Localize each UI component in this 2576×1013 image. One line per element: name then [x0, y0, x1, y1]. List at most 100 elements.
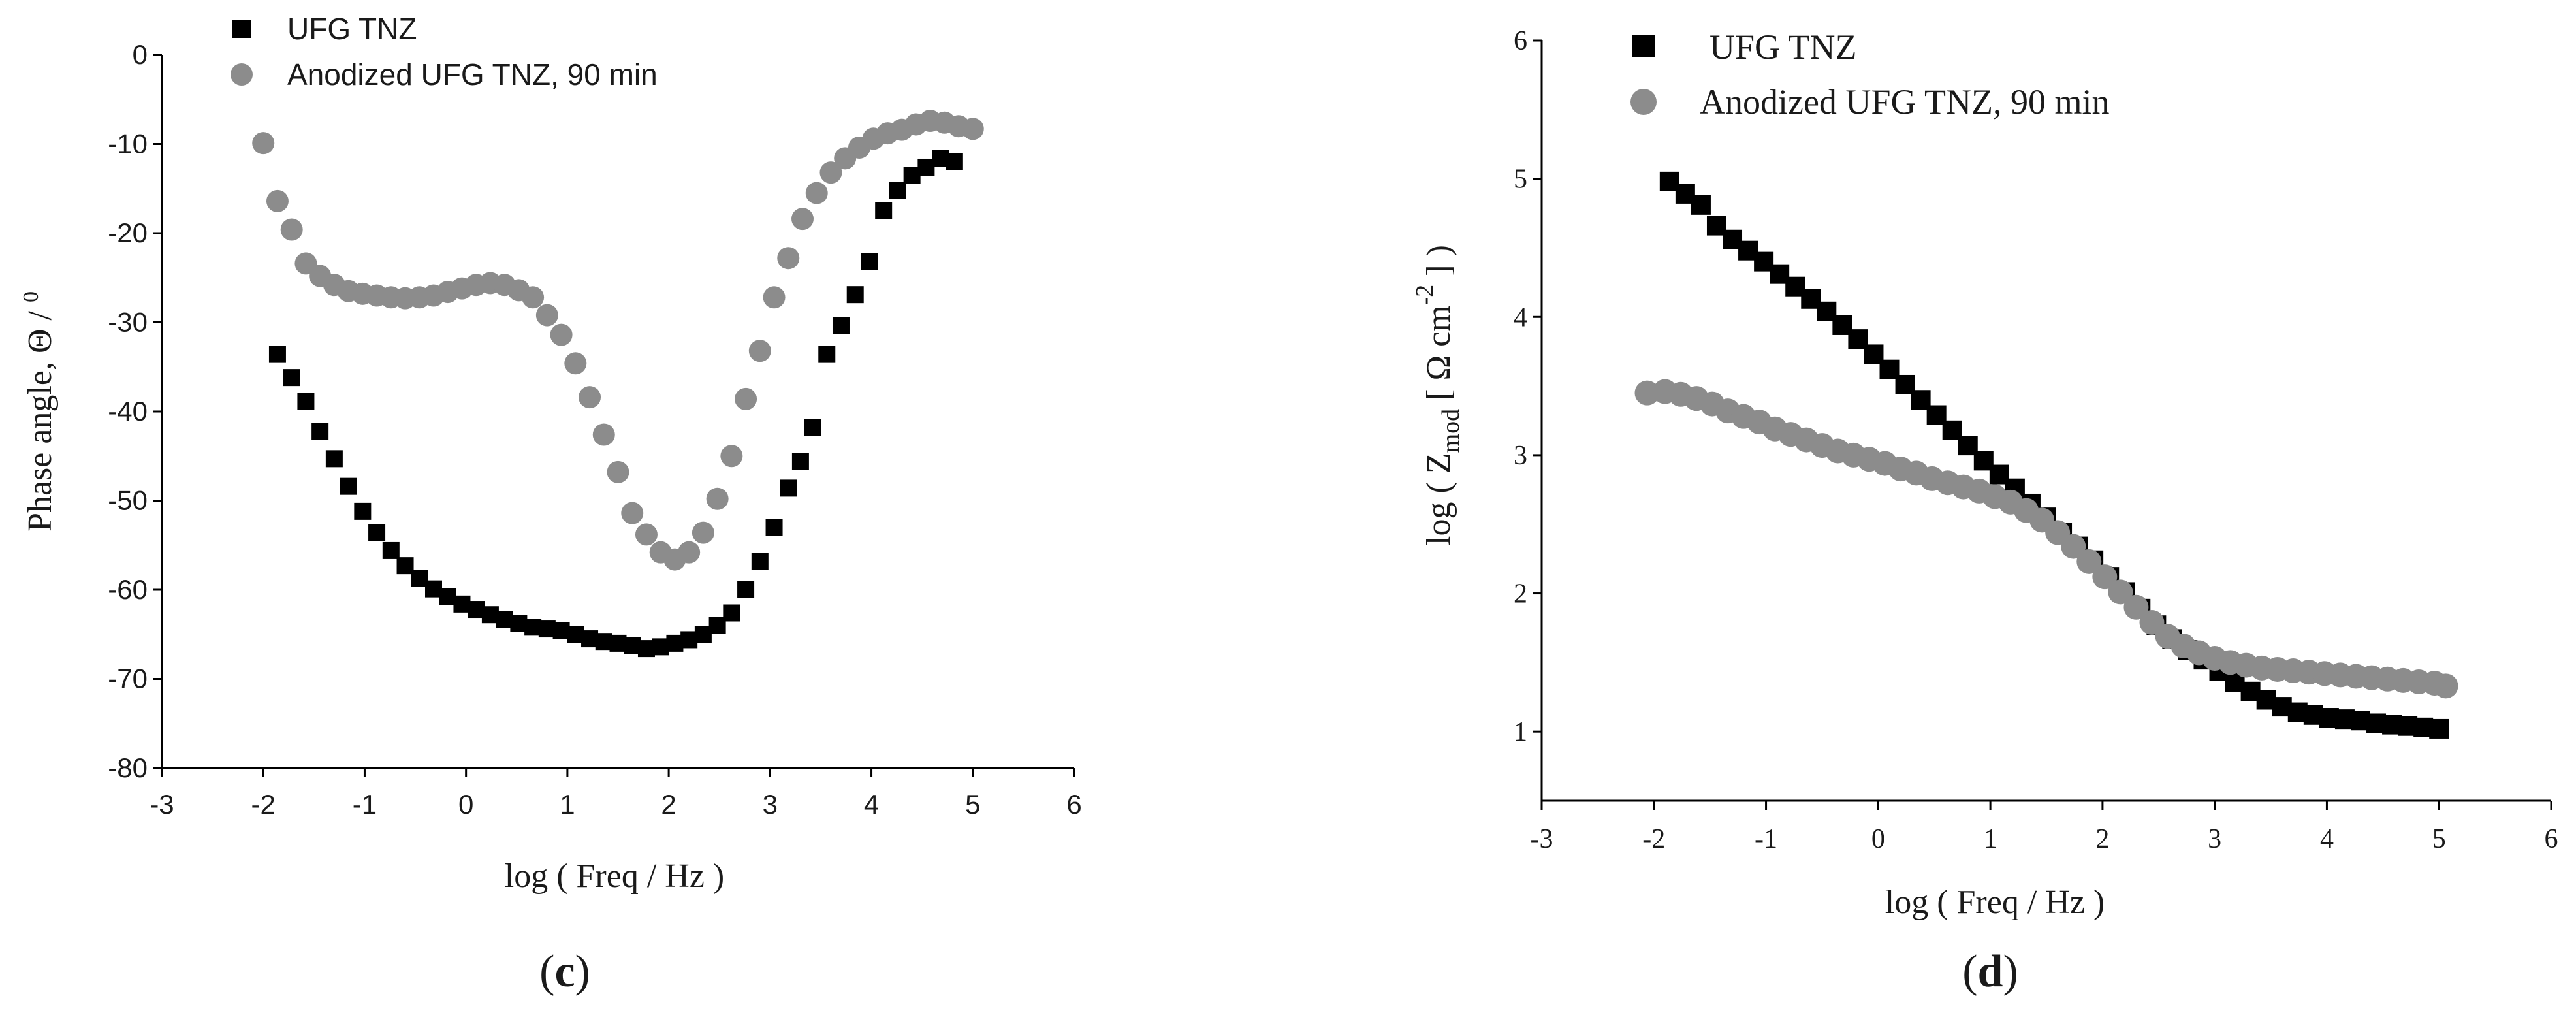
panel-c-point-anodized	[280, 218, 303, 241]
panel-c-point-ufg-tnz	[510, 615, 528, 632]
panel-d-x-tick-label: 0	[1871, 824, 1885, 854]
panel-d-y-axis-label-sup: -2	[1411, 285, 1439, 306]
panel-c-point-ufg-tnz	[624, 637, 641, 654]
panel-c-legend-square-marker	[232, 20, 251, 38]
panel-c-point-ufg-tnz	[889, 182, 906, 199]
panel-d-point-ufg-tnz	[2429, 718, 2449, 739]
panel-c-point-ufg-tnz	[832, 317, 850, 334]
panel-c-point-ufg-tnz	[411, 570, 428, 587]
panel-d-point-anodized	[2092, 564, 2118, 590]
panel-d-legend-label-anodized: Anodized UFG TNZ, 90 min	[1700, 82, 2109, 121]
panel-c-y-tick-label: -20	[108, 217, 148, 248]
panel-c-x-tick-label: 4	[864, 789, 879, 820]
panel-c-point-anodized	[678, 541, 701, 564]
panel-c-point-anodized	[706, 487, 729, 510]
panel-d-y-tick-label: 6	[1514, 26, 1527, 56]
panel-c-x-tick-label: 1	[560, 789, 575, 820]
panel-c-point-ufg-tnz	[325, 450, 343, 468]
panel-d-y-tick-label: 4	[1514, 302, 1527, 332]
panel-d-x-tick-label: 6	[2545, 824, 2558, 854]
panel-c-point-anodized	[550, 323, 573, 346]
panel-c-point-anodized	[748, 340, 771, 362]
panel-c-point-anodized	[692, 521, 714, 544]
panel-c-point-ufg-tnz	[917, 158, 935, 176]
panel-d-legend-label-ufg: UFG TNZ	[1709, 27, 1857, 67]
panel-d-point-anodized	[2076, 549, 2102, 574]
panel-d-y-axis-label-sub: mod	[1437, 409, 1465, 453]
panel-d-x-axis-label: log ( Freq / Hz )	[1885, 884, 2105, 921]
panel-d-axes	[1540, 40, 2551, 802]
panel-d-y-tick-label: 1	[1514, 717, 1527, 747]
panel-c-point-ufg-tnz	[524, 619, 542, 636]
panel-c-point-anodized	[252, 132, 275, 155]
panel-c-point-ufg-tnz	[496, 611, 513, 628]
panel-d-point-anodized	[2061, 534, 2086, 559]
panel-c-y-tick-label: 0	[133, 39, 148, 70]
panel-c-point-ufg-tnz	[538, 620, 556, 638]
panel-c-x-tick-label: 5	[965, 789, 980, 820]
panel-c-point-ufg-tnz	[723, 604, 740, 622]
panel-c-point-ufg-tnz	[439, 588, 456, 605]
panel-c-label: (c)	[539, 946, 590, 997]
panel-d-y-tick-label: 5	[1514, 165, 1527, 195]
panel-c-point-ufg-tnz	[932, 150, 949, 167]
panel-c-y-tick-label: -80	[108, 752, 148, 783]
panel-c-point-anodized	[522, 286, 545, 309]
panel-d-point-anodized	[2123, 594, 2149, 620]
panel-d-y-axis-label-pre: log ( Z	[1420, 453, 1457, 545]
panel-c-point-ufg-tnz	[453, 595, 471, 613]
panel-d-y-ticks: 1 2 3 4 5 6	[1514, 26, 1542, 747]
panel-c-x-tick-label: 6	[1066, 789, 1081, 820]
panel-c-y-axis-label-sup: 0	[19, 291, 43, 302]
panel-d-x-ticks: -3 -2 -1 0 1 2 3 4 5 6	[1531, 801, 2558, 854]
panel-c-x-tick-label: 2	[661, 789, 676, 820]
panel-d-label-letter: d	[1978, 946, 2003, 997]
panel-d-y-tick-label: 3	[1514, 441, 1527, 471]
panel-c-series-ufg-tnz	[268, 150, 963, 658]
panel-d-point-ufg-tnz	[1691, 195, 1711, 215]
panel-d-point-anodized	[2433, 673, 2458, 699]
panel-d-x-tick-label: -3	[1531, 824, 1553, 854]
panel-c-y-tick-label: -10	[108, 129, 148, 159]
panel-c-point-ufg-tnz	[268, 346, 286, 363]
panel-c-point-ufg-tnz	[481, 606, 499, 624]
panel-c-point-ufg-tnz	[780, 479, 797, 497]
panel-c-point-ufg-tnz	[680, 631, 698, 649]
panel-d-x-tick-label: -1	[1755, 824, 1777, 854]
panel-c-point-anodized	[961, 118, 984, 140]
panel-c-label-letter: c	[554, 946, 575, 997]
panel-d-y-axis-label: log ( Zmod [ Ω cm-2 ] )	[1411, 245, 1465, 545]
panel-c-point-anodized	[735, 387, 757, 410]
panel-c-phase-angle-plot: -3 -2 -1 0 1 2 3 4 5 6 0-10-20-30-40-50-60-70-80 …	[19, 12, 1082, 997]
panel-d-label: (d)	[1962, 946, 2018, 997]
panel-d-point-anodized	[1634, 380, 1660, 406]
panel-c-series-anodized	[252, 110, 984, 571]
panel-c-point-anodized	[564, 352, 587, 375]
panel-c-point-anodized	[635, 523, 658, 546]
panel-c-legend-label-ufg: UFG TNZ	[287, 12, 417, 46]
panel-c-point-ufg-tnz	[694, 626, 712, 643]
panel-c-point-ufg-tnz	[382, 541, 400, 559]
panel-c-y-axis-label: Phase angle, Θ / 0	[19, 291, 59, 532]
panel-c-point-ufg-tnz	[552, 622, 570, 639]
panel-c-point-ufg-tnz	[737, 581, 755, 598]
panel-d-y-tick-label: 2	[1514, 579, 1527, 609]
panel-c-point-anodized	[777, 247, 800, 270]
panel-d-legend-circle-marker	[1630, 89, 1657, 115]
panel-d-x-tick-label: -2	[1642, 824, 1665, 854]
panel-c-point-ufg-tnz	[468, 601, 485, 619]
panel-c-point-ufg-tnz	[846, 286, 864, 304]
panel-c-point-ufg-tnz	[804, 419, 821, 436]
panel-c-x-ticks: -3 -2 -1 0 1 2 3 4 5 6	[150, 768, 1082, 820]
panel-c-point-anodized	[720, 445, 743, 468]
panel-d-x-tick-label: 4	[2320, 824, 2334, 854]
panel-c-point-anodized	[266, 189, 289, 212]
panel-d-y-axis-label-post: ] )	[1420, 245, 1457, 285]
panel-c-point-ufg-tnz	[791, 453, 809, 470]
panel-c-point-anodized	[621, 502, 644, 524]
panel-c-point-ufg-tnz	[765, 519, 783, 536]
panel-c-point-anodized	[763, 286, 786, 309]
panel-d-y-axis-label-mid: [ Ω cm	[1420, 305, 1457, 409]
panel-c-point-anodized	[791, 208, 814, 231]
panel-c-y-tick-label: -30	[108, 307, 148, 338]
